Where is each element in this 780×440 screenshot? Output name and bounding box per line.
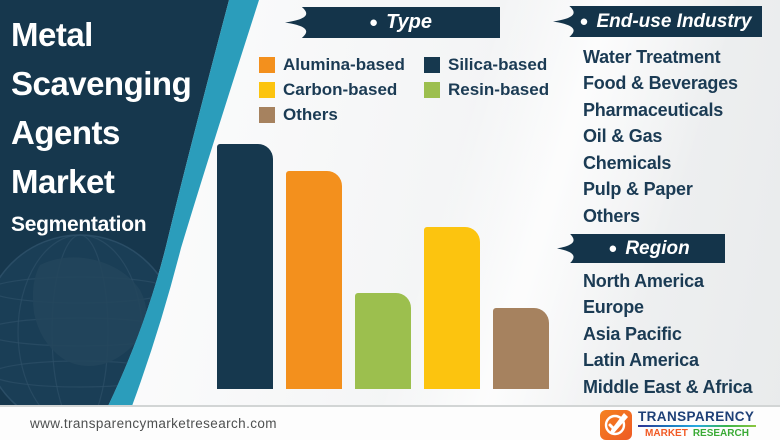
- footer-bar: www.transparencymarketresearch.com TRANS…: [0, 405, 780, 440]
- legend-swatch-icon: [259, 56, 275, 73]
- title-line: Metal: [11, 16, 93, 53]
- bullet-icon: ●: [608, 240, 618, 257]
- legend-item-others: Others: [259, 105, 424, 125]
- type-badge-label: ● Type: [369, 11, 432, 33]
- legend-item-resin-based: Resin-based: [424, 80, 589, 100]
- type-section-badge: ● Type: [285, 7, 500, 38]
- legend-label: Others: [283, 104, 338, 124]
- region-item-middle-east-africa: Middle East & Africa: [583, 376, 753, 397]
- ribbon-shape: [553, 6, 762, 37]
- legend-swatch-icon: [424, 56, 440, 73]
- ribbon-shape: [285, 7, 500, 38]
- region-section-badge: ● Region: [557, 234, 725, 263]
- bar-alumina-based: [286, 171, 342, 389]
- legend-item-silica-based: Silica-based: [424, 55, 589, 75]
- legend-label: Resin-based: [448, 79, 550, 99]
- sidebar-panel: [0, 0, 259, 406]
- ribbon-shape: [557, 234, 725, 263]
- legend-label: Alumina-based: [283, 54, 405, 74]
- type-legend: Alumina-based Carbon-based Others Silica-ba…: [259, 52, 589, 127]
- logo-divider: [638, 425, 756, 427]
- region-badge-label: ● Region: [608, 237, 690, 259]
- page-title-lines: Metal Scavenging Agents Market: [11, 10, 226, 206]
- logo-line-2: MARKET RESEARCH: [638, 428, 756, 440]
- legend-label: Silica-based: [448, 54, 548, 74]
- logo-market-word: MARKET: [645, 428, 688, 439]
- legend-label: Carbon-based: [283, 79, 398, 99]
- legend-swatch-icon: [259, 106, 275, 123]
- legend-swatch-icon: [424, 81, 440, 98]
- title-line: Scavenging: [11, 65, 192, 102]
- tmr-logo-icon: [600, 410, 632, 440]
- legend-swatch-icon: [259, 81, 275, 98]
- end-use-item-chemicals: Chemicals: [583, 152, 672, 173]
- end-use-item-others: Others: [583, 205, 640, 226]
- globe-graphic: [0, 234, 178, 406]
- end-use-item-food-beverages: Food & Beverages: [583, 73, 738, 94]
- bullet-icon: ●: [369, 14, 379, 31]
- title-line: Agents: [11, 114, 120, 151]
- region-list: North America Europe Asia Pacific Latin Ame…: [583, 268, 753, 401]
- logo-research-word: RESEARCH: [692, 428, 749, 439]
- legend-item-carbon-based: Carbon-based: [259, 80, 424, 100]
- page-subtitle: Segmentation: [11, 213, 147, 236]
- region-item-north-america: North America: [583, 270, 704, 291]
- end-use-item-pharmaceuticals: Pharmaceuticals: [583, 99, 724, 120]
- website-url[interactable]: www.transparencymarketresearch.com: [30, 416, 277, 431]
- region-item-asia-pacific: Asia Pacific: [583, 323, 682, 344]
- logo-line-1: TRANSPARENCY: [638, 409, 755, 424]
- bullet-icon: ●: [579, 13, 589, 30]
- end-use-industry-list: Water Treatment Food & Beverages Pharmaceu…: [583, 44, 738, 230]
- checkmark-pen-icon: [604, 413, 628, 436]
- end-use-item-oil-gas: Oil & Gas: [583, 126, 663, 147]
- end-use-section-badge: ● End-use Industry: [553, 6, 762, 37]
- end-use-badge-label: ● End-use Industry: [579, 10, 752, 32]
- end-use-item-pulp-paper: Pulp & Paper: [583, 179, 693, 200]
- tmr-logo: TRANSPARENCY MARKET RESEARCH: [600, 410, 756, 440]
- region-item-latin-america: Latin America: [583, 350, 699, 371]
- page-title: Metal Scavenging Agents Market Segmentation: [11, 10, 226, 237]
- legend-item-alumina-based: Alumina-based: [259, 55, 424, 75]
- title-line: Market: [11, 163, 115, 200]
- region-item-europe: Europe: [583, 297, 644, 318]
- tmr-logo-text: TRANSPARENCY MARKET RESEARCH: [638, 410, 756, 440]
- end-use-item-water-treatment: Water Treatment: [583, 46, 721, 67]
